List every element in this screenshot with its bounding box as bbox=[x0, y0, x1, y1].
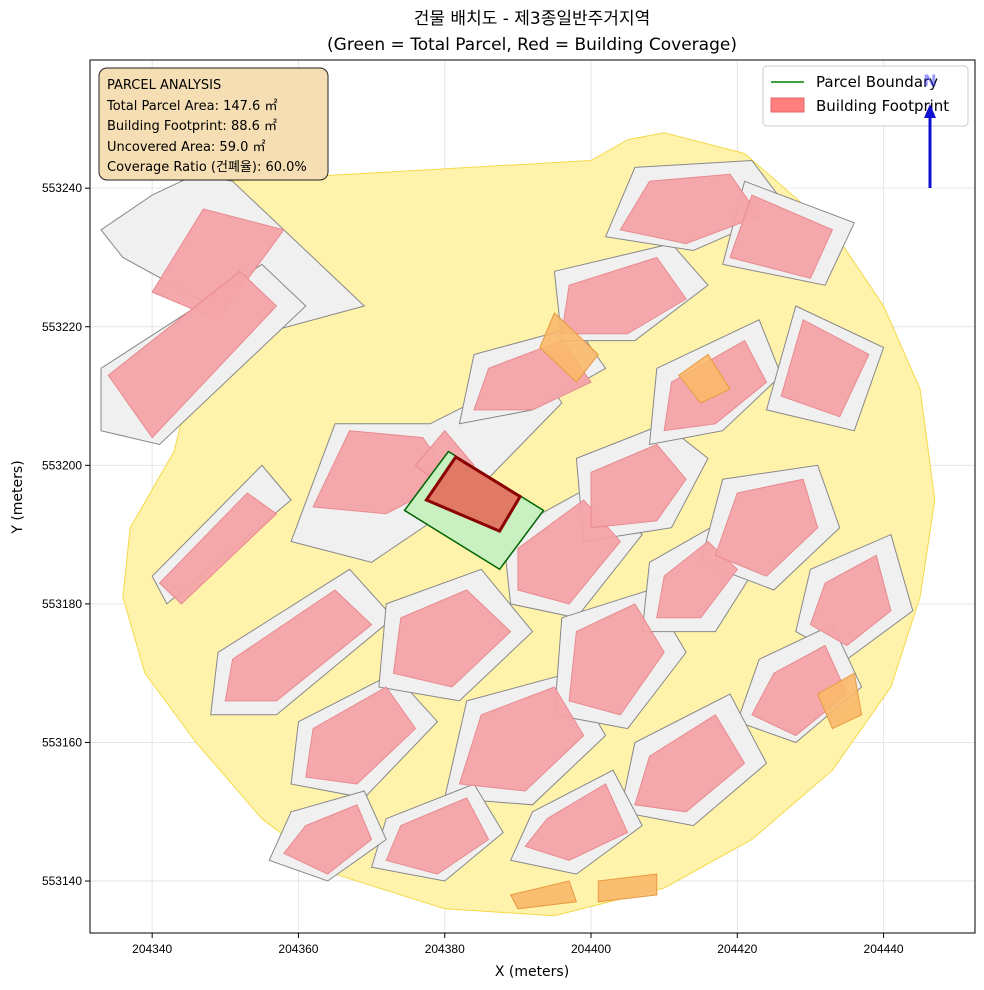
x-tick-label: 204340 bbox=[132, 942, 172, 956]
info-line: PARCEL ANALYSIS bbox=[107, 78, 221, 93]
x-tick-label: 204440 bbox=[864, 942, 904, 956]
plot-frame bbox=[89, 59, 976, 934]
legend-label: Parcel Boundary bbox=[816, 73, 938, 91]
x-tick-label: 204360 bbox=[278, 942, 318, 956]
subject-building-footprint[interactable] bbox=[424, 454, 523, 533]
legend-patch-swatch bbox=[770, 97, 805, 113]
y-tick-label: 553180 bbox=[42, 597, 82, 611]
building-footprint bbox=[107, 270, 278, 439]
info-line: Uncovered Area: 59.0 ㎡ bbox=[107, 140, 266, 155]
building-footprint bbox=[751, 644, 848, 737]
info-line: Coverage Ratio (건폐율): 60.0% bbox=[107, 160, 307, 175]
north-arrow: N bbox=[923, 71, 937, 188]
legend: Parcel Boundary Building Footprint bbox=[762, 65, 969, 127]
x-ticks: 204340 204360 204380 204400 204420 204440 bbox=[132, 933, 904, 956]
building-annex bbox=[539, 312, 599, 383]
building-footprint bbox=[780, 319, 870, 418]
building-footprint bbox=[305, 686, 417, 785]
building-footprint bbox=[458, 686, 585, 792]
y-tick-label: 553200 bbox=[42, 458, 82, 472]
y-tick-label: 553160 bbox=[42, 735, 82, 749]
building-footprint bbox=[385, 797, 490, 875]
building-annex bbox=[597, 873, 658, 903]
building-footprint bbox=[656, 540, 738, 619]
y-tick-label: 553240 bbox=[42, 181, 82, 195]
x-tick-label: 204400 bbox=[571, 942, 611, 956]
building-footprint bbox=[524, 783, 629, 861]
info-line: Building Footprint: 88.6 ㎡ bbox=[107, 119, 277, 134]
north-arrow-label: N bbox=[923, 71, 936, 90]
building-footprint bbox=[714, 478, 819, 577]
info-line: Total Parcel Area: 147.6 ㎡ bbox=[106, 99, 277, 114]
building-annex bbox=[817, 672, 863, 730]
north-arrow-head bbox=[924, 104, 936, 118]
building-footprint bbox=[568, 603, 665, 716]
y-tick-label: 553220 bbox=[42, 320, 82, 334]
building-footprint bbox=[729, 194, 834, 279]
x-axis-label: X (meters) bbox=[495, 964, 569, 980]
building-layer bbox=[107, 173, 892, 910]
chart-title-line1: 건물 배치도 - 제3종일반주거지역 bbox=[414, 9, 650, 29]
y-ticks: 553140 553160 553180 553200 553220 553240 bbox=[42, 181, 90, 888]
building-footprint bbox=[590, 443, 687, 529]
building-annex bbox=[678, 353, 731, 404]
y-axis-label: Y (meters) bbox=[10, 460, 26, 534]
info-box: PARCEL ANALYSIS Total Parcel Area: 147.6… bbox=[98, 67, 329, 181]
building-footprint bbox=[283, 804, 373, 875]
building-footprint bbox=[224, 589, 373, 702]
building-footprint bbox=[619, 173, 760, 245]
building-footprint bbox=[634, 714, 746, 813]
building-annex bbox=[509, 880, 578, 910]
subject-parcel[interactable] bbox=[403, 450, 545, 571]
y-tick-label: 553140 bbox=[42, 874, 82, 888]
x-tick-label: 204380 bbox=[425, 942, 465, 956]
x-tick-label: 204420 bbox=[717, 942, 757, 956]
building-footprint bbox=[158, 492, 278, 605]
building-footprint bbox=[809, 554, 892, 647]
chart-title-line2: (Green = Total Parcel, Red = Building Co… bbox=[327, 35, 737, 55]
building-footprint bbox=[392, 589, 512, 688]
legend-label: Building Footprint bbox=[816, 97, 949, 115]
